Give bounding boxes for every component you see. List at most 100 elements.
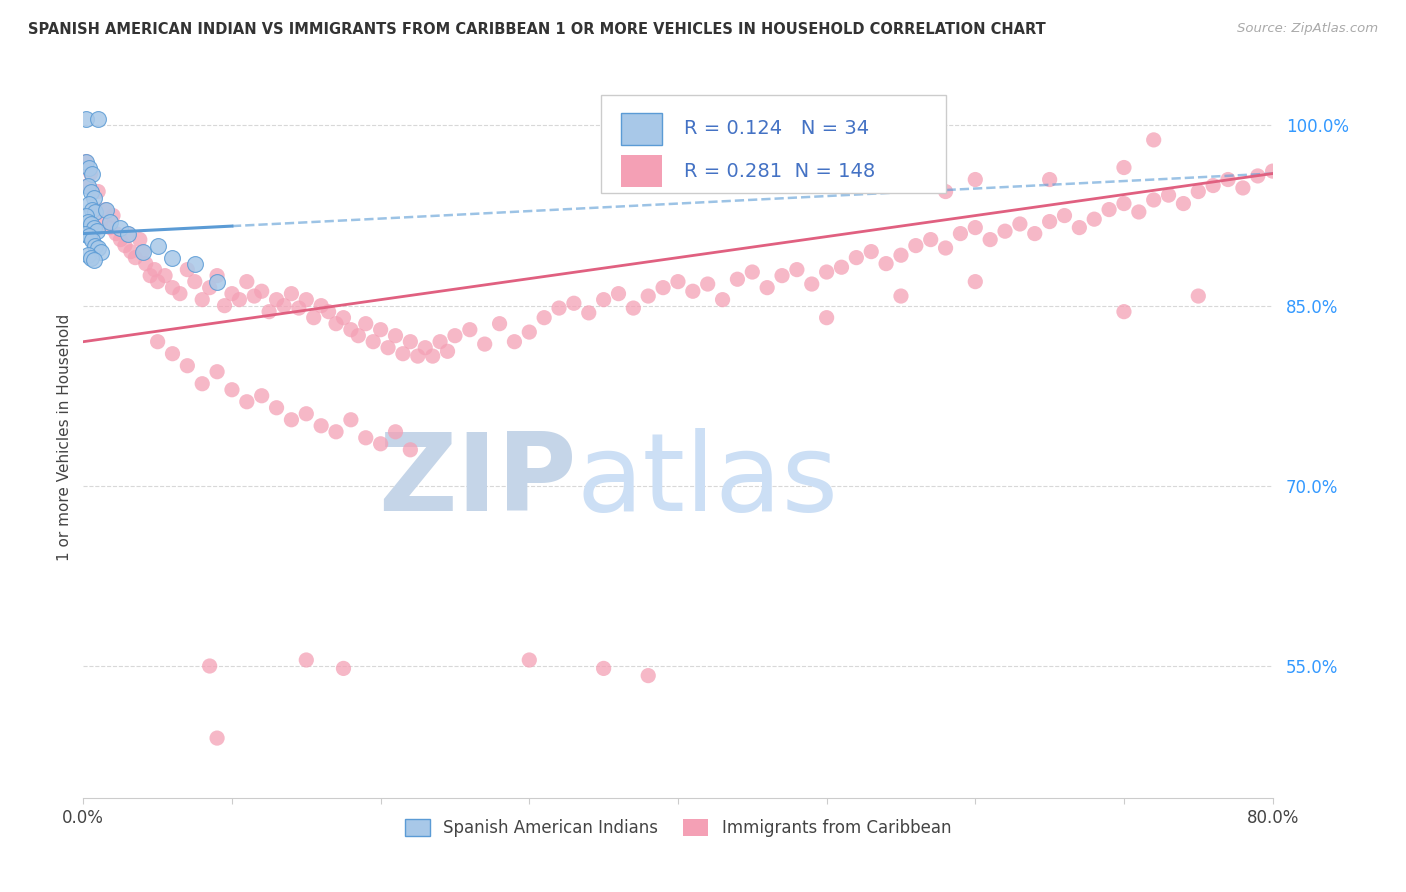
Point (725, 272, 748, 286)
Point (347, 328, 370, 343)
Point (117, 227, 139, 241)
Point (146, 334, 169, 349)
Point (302, 310, 325, 325)
Point (295, 653, 318, 667)
Bar (621, 112, 662, 145)
Point (257, 304, 280, 318)
Point (533, 310, 555, 325)
Point (332, 310, 354, 325)
Point (413, 341, 436, 355)
Point (815, 265, 838, 279)
Point (399, 442, 422, 457)
Point (87, 241, 110, 255)
Point (890, 289, 912, 303)
Point (280, 286, 302, 301)
Point (904, 238, 927, 252)
Point (221, 383, 243, 397)
Point (162, 280, 184, 294)
Point (578, 306, 600, 320)
Point (82, 202, 104, 217)
Point (250, 389, 273, 403)
Point (250, 285, 273, 299)
Point (436, 344, 458, 359)
Point (228, 293, 250, 307)
Point (309, 299, 332, 313)
Point (75, 112, 97, 127)
Point (340, 323, 363, 337)
Point (592, 661, 614, 675)
Point (75, 209, 97, 223)
Point (75, 154, 97, 169)
Point (517, 653, 540, 667)
Point (266, 293, 288, 307)
Point (920, 233, 942, 247)
Point (340, 413, 363, 427)
Point (1069, 220, 1091, 235)
Bar (621, 155, 662, 187)
Point (994, 224, 1017, 238)
Point (295, 293, 318, 307)
Point (162, 347, 184, 361)
Point (110, 220, 132, 235)
Point (325, 425, 347, 439)
Point (80, 251, 103, 265)
Point (935, 185, 957, 199)
Point (384, 328, 406, 343)
Point (458, 323, 481, 337)
Point (949, 227, 972, 241)
Point (273, 299, 295, 313)
Point (429, 334, 451, 349)
Point (1098, 202, 1121, 217)
Text: ZIP: ZIP (378, 428, 576, 534)
Point (266, 401, 288, 415)
Point (965, 172, 987, 186)
Point (1173, 196, 1195, 211)
Point (184, 275, 207, 289)
Point (607, 286, 630, 301)
Point (1232, 181, 1254, 195)
Point (176, 359, 198, 373)
Point (444, 328, 467, 343)
Point (80, 217, 103, 231)
Point (1024, 227, 1046, 241)
Point (562, 296, 585, 310)
Point (1128, 205, 1150, 219)
Point (135, 257, 157, 271)
Point (77, 196, 100, 211)
Point (1112, 304, 1135, 318)
Point (280, 413, 302, 427)
Point (83, 190, 105, 204)
Point (354, 317, 377, 331)
Point (488, 317, 510, 331)
Point (1143, 193, 1166, 207)
Point (76, 178, 98, 193)
Point (309, 418, 332, 433)
Point (191, 376, 214, 391)
Point (205, 731, 228, 745)
Point (139, 268, 162, 283)
Point (80, 167, 103, 181)
Point (831, 260, 853, 275)
Legend: Spanish American Indians, Immigrants from Caribbean: Spanish American Indians, Immigrants fro… (398, 813, 957, 844)
Point (198, 659, 221, 673)
Point (637, 289, 659, 303)
Point (503, 334, 526, 349)
Point (1039, 214, 1062, 228)
Point (288, 301, 311, 315)
Text: R = 0.124   N = 34: R = 0.124 N = 34 (683, 120, 869, 138)
Point (84, 202, 107, 217)
Point (354, 431, 377, 445)
Text: R = 0.281  N = 148: R = 0.281 N = 148 (683, 161, 875, 181)
Point (120, 244, 142, 259)
Point (76, 214, 98, 228)
Point (377, 341, 399, 355)
Point (117, 227, 139, 241)
Point (83, 252, 105, 267)
Point (1053, 209, 1076, 223)
Point (325, 317, 347, 331)
Point (741, 265, 763, 279)
Point (205, 275, 228, 289)
Point (965, 275, 987, 289)
Point (696, 277, 718, 291)
Point (132, 244, 155, 259)
